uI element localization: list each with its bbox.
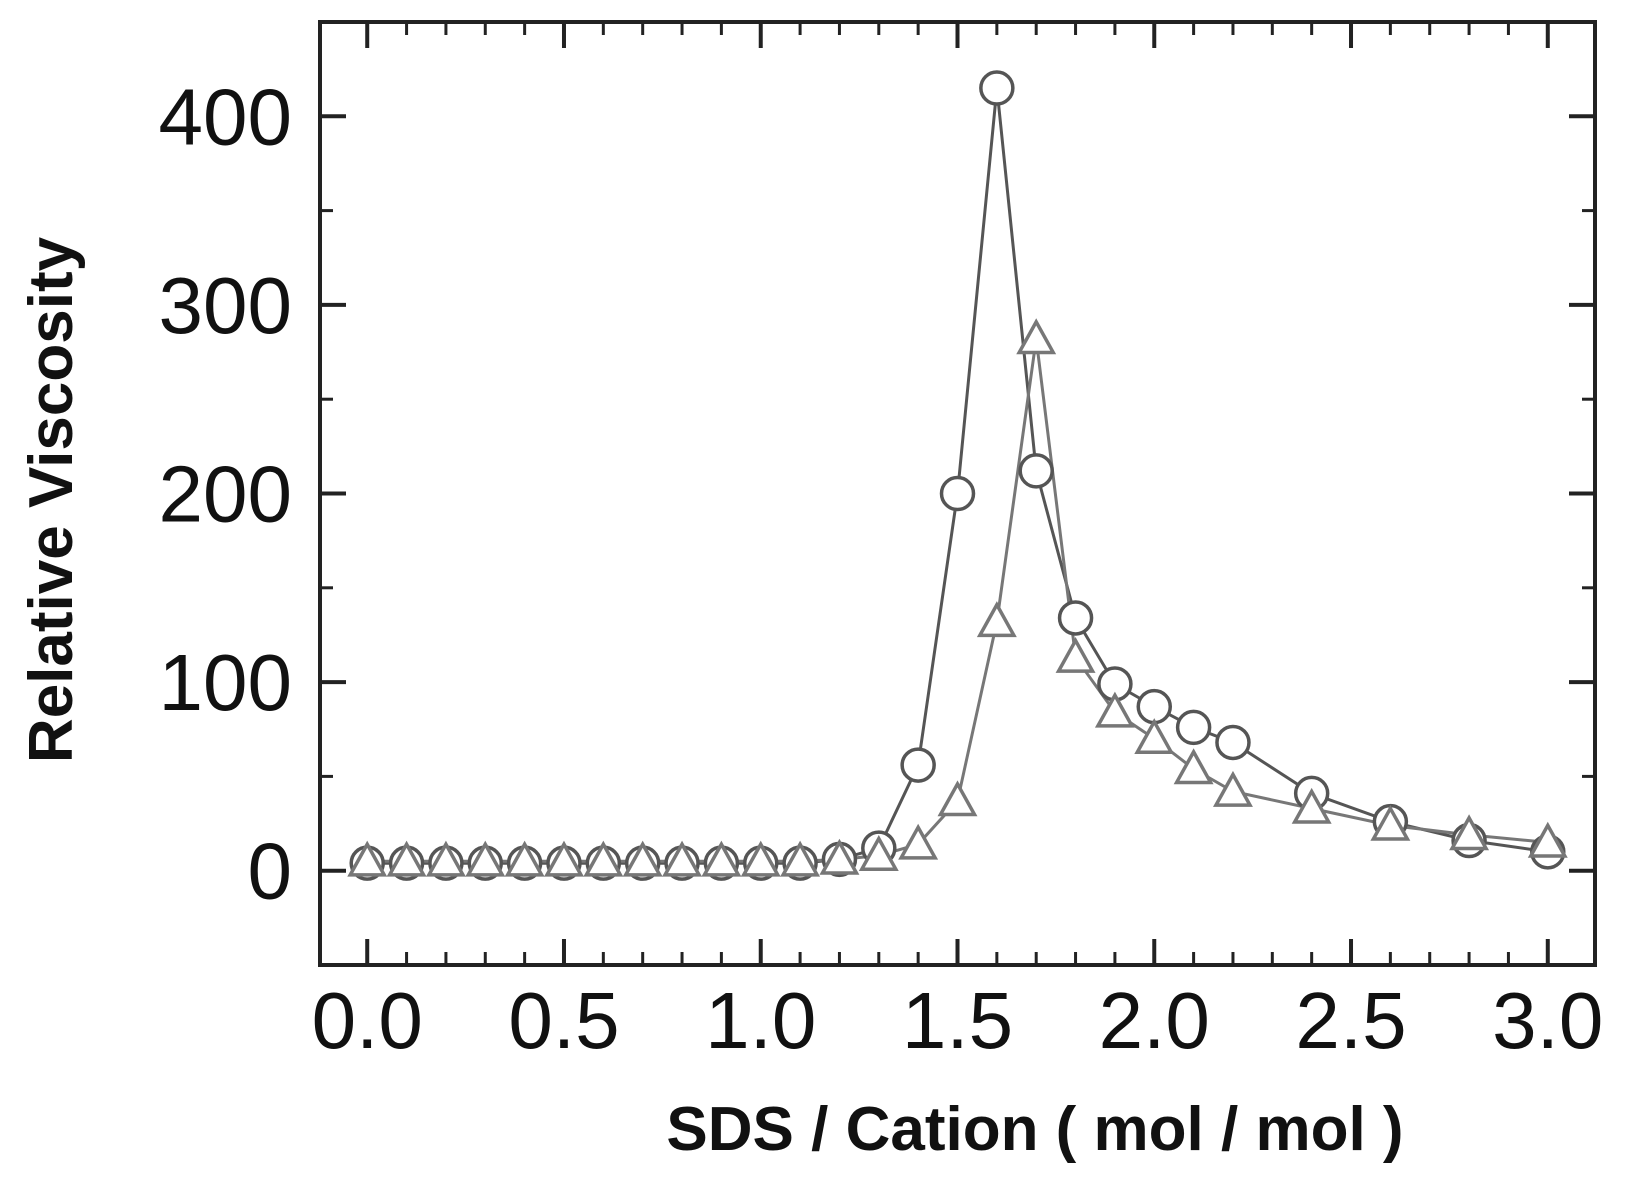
triangle-marker: [1134, 718, 1175, 755]
y-axis-title: Relative Viscosity: [17, 236, 86, 763]
triangle-marker: [622, 840, 663, 877]
circle-marker: [939, 475, 976, 512]
series-1-line: [367, 87, 1549, 865]
x-tick-label: 1.5: [902, 976, 1013, 1065]
triangle-marker: [976, 601, 1017, 638]
x-axis-title: SDS / Cation ( mol / mol ): [666, 1095, 1403, 1164]
triangle-marker: [701, 840, 742, 877]
triangle-marker: [1449, 814, 1490, 851]
axis-ticks: [320, 20, 1595, 967]
triangle-marker: [937, 780, 978, 817]
x-tick-labels: 0.0 0.5 1.0 1.5 2.0 2.5 3.0: [312, 976, 1604, 1065]
triangle-marker: [583, 840, 624, 877]
triangle-marker: [780, 840, 821, 877]
series-markers: [347, 70, 1568, 881]
x-tick-label: 0.5: [508, 976, 619, 1065]
triangle-marker: [1016, 318, 1057, 355]
triangle-marker: [1370, 804, 1411, 841]
triangle-marker: [662, 840, 703, 877]
triangle-marker: [740, 840, 781, 877]
triangle-marker: [1212, 770, 1253, 807]
x-tick-label: 2.0: [1099, 976, 1210, 1065]
y-tick-label: 100: [159, 638, 292, 727]
triangle-marker: [1527, 821, 1568, 858]
triangle-marker: [858, 835, 899, 871]
triangle-marker: [898, 823, 939, 860]
x-tick-label: 2.5: [1295, 976, 1406, 1065]
triangle-marker: [819, 838, 860, 875]
y-tick-label: 300: [159, 261, 292, 350]
triangle-marker: [1173, 748, 1214, 785]
circle-marker: [1018, 453, 1054, 489]
triangle-marker: [1055, 636, 1096, 673]
x-tick-label: 1.0: [705, 976, 816, 1065]
triangle-marker: [425, 840, 466, 877]
triangle-marker: [504, 840, 545, 877]
y-tick-label: 400: [159, 72, 292, 161]
triangle-marker: [347, 840, 388, 877]
circle-marker: [1215, 724, 1251, 761]
triangle-marker: [1094, 691, 1135, 728]
circle-marker: [1057, 600, 1094, 636]
x-tick-label: 0.0: [312, 976, 423, 1065]
y-tick-label: 200: [159, 450, 292, 539]
series-lines: [367, 87, 1549, 865]
x-tick-label: 3.0: [1492, 976, 1603, 1065]
triangle-marker: [465, 840, 506, 877]
triangle-marker: [1291, 787, 1332, 824]
y-tick-label: 0: [248, 827, 293, 916]
circle-marker: [979, 70, 1015, 106]
circle-marker: [1175, 709, 1212, 746]
circle-marker: [1136, 688, 1173, 725]
y-tick-labels: 0 100 200 300 400: [159, 72, 292, 915]
triangle-marker: [386, 840, 427, 877]
triangle-marker: [544, 840, 584, 877]
circle-marker: [900, 747, 936, 783]
